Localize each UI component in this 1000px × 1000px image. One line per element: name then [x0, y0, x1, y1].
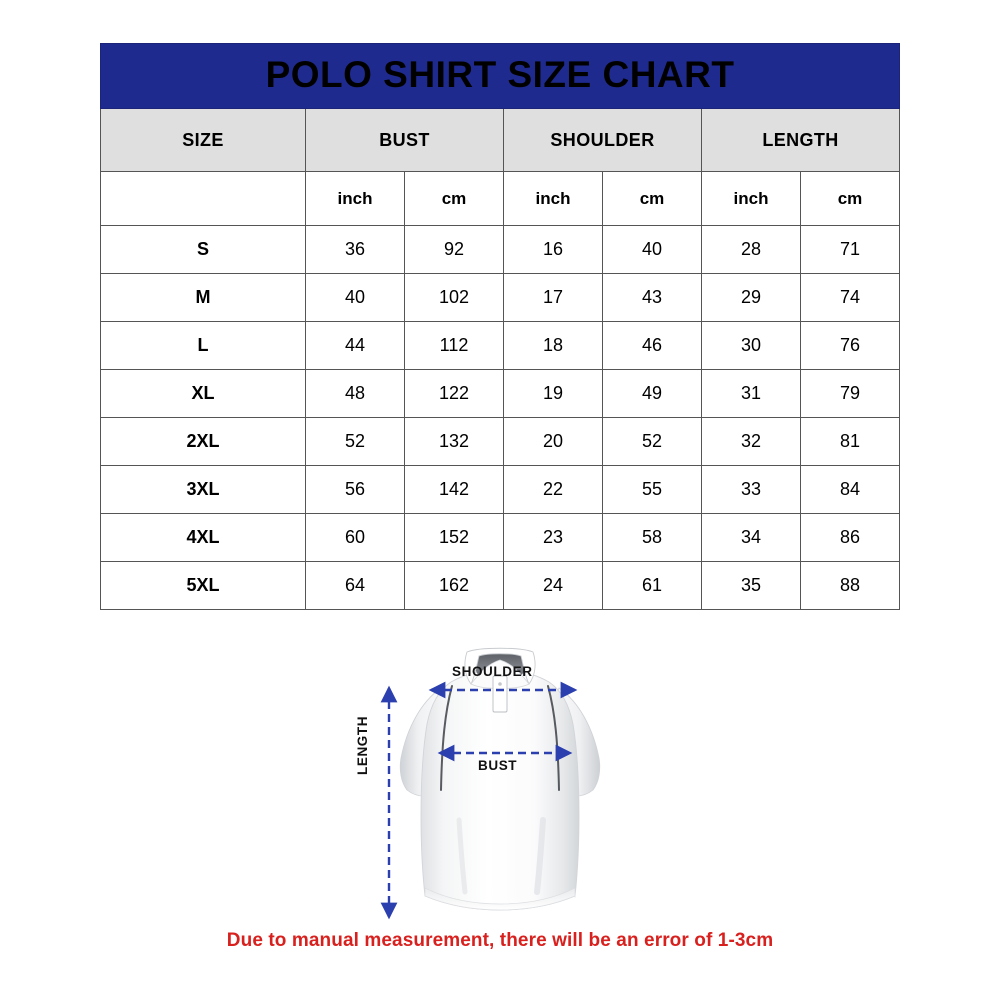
shoulder-label: SHOULDER: [452, 664, 533, 679]
cell-bust-cm: 162: [404, 561, 504, 610]
fabric-fold-right: [534, 817, 546, 895]
cell-shoulder-cm: 52: [602, 417, 702, 466]
size-chart-table: POLO SHIRT SIZE CHART SIZE BUST SHOULDER…: [99, 43, 901, 610]
cell-shoulder-inch: 20: [503, 417, 603, 466]
cell-bust-inch: 52: [305, 417, 405, 466]
cell-bust-cm: 152: [404, 513, 504, 562]
group-header-bust: BUST: [305, 108, 504, 172]
cell-bust-inch: 44: [305, 321, 405, 370]
cell-size: 3XL: [100, 465, 306, 514]
cell-size: XL: [100, 369, 306, 418]
cell-shoulder-inch: 22: [503, 465, 603, 514]
cell-length-cm: 88: [799, 561, 901, 610]
table-row: S 36 92 16 40 28 71: [100, 225, 901, 274]
cell-shoulder-cm: 61: [602, 561, 702, 610]
cell-bust-inch: 36: [305, 225, 405, 274]
cell-bust-cm: 92: [404, 225, 504, 274]
group-header-length: LENGTH: [700, 108, 901, 172]
cell-length-cm: 86: [799, 513, 901, 562]
cell-length-cm: 84: [799, 465, 901, 514]
unit-cell-length-inch: inch: [701, 171, 801, 226]
cell-shoulder-cm: 58: [602, 513, 702, 562]
cell-shoulder-inch: 19: [503, 369, 603, 418]
cell-bust-cm: 142: [404, 465, 504, 514]
table-row: XL 48 122 19 49 31 79: [100, 369, 901, 418]
cell-bust-cm: 122: [404, 369, 504, 418]
length-label: LENGTH: [355, 715, 370, 775]
cell-size: 5XL: [100, 561, 306, 610]
cell-shoulder-cm: 40: [602, 225, 702, 274]
cell-shoulder-cm: 43: [602, 273, 702, 322]
cell-length-cm: 74: [799, 273, 901, 322]
page-title: POLO SHIRT SIZE CHART: [99, 43, 901, 109]
unit-header-row: inch cm inch cm inch cm: [100, 171, 901, 226]
cell-bust-cm: 112: [404, 321, 504, 370]
fabric-fold-left: [456, 817, 468, 895]
cell-size: 4XL: [100, 513, 306, 562]
cell-size: L: [100, 321, 306, 370]
cell-length-cm: 79: [799, 369, 901, 418]
cell-length-cm: 71: [799, 225, 901, 274]
cell-length-inch: 29: [701, 273, 801, 322]
cell-length-inch: 33: [701, 465, 801, 514]
cell-size: S: [100, 225, 306, 274]
table-row: M 40 102 17 43 29 74: [100, 273, 901, 322]
unit-cell-blank: [100, 171, 306, 226]
cell-length-cm: 81: [799, 417, 901, 466]
unit-cell-shoulder-inch: inch: [503, 171, 603, 226]
table-row: 3XL 56 142 22 55 33 84: [100, 465, 901, 514]
group-header-shoulder: SHOULDER: [503, 108, 702, 172]
cell-length-inch: 30: [701, 321, 801, 370]
cell-length-cm: 76: [799, 321, 901, 370]
bust-label: BUST: [478, 758, 518, 773]
cell-length-inch: 31: [701, 369, 801, 418]
table-row: 2XL 52 132 20 52 32 81: [100, 417, 901, 466]
cell-bust-inch: 64: [305, 561, 405, 610]
group-header-row: SIZE BUST SHOULDER LENGTH: [100, 108, 901, 172]
cell-shoulder-inch: 24: [503, 561, 603, 610]
unit-cell-bust-cm: cm: [404, 171, 504, 226]
cell-shoulder-inch: 18: [503, 321, 603, 370]
polo-shirt-icon: [399, 647, 601, 911]
group-header-size: SIZE: [100, 108, 306, 172]
unit-cell-length-cm: cm: [799, 171, 901, 226]
cell-bust-cm: 132: [404, 417, 504, 466]
cell-bust-inch: 48: [305, 369, 405, 418]
shirt-hem: [424, 887, 576, 911]
cell-length-inch: 34: [701, 513, 801, 562]
cell-shoulder-cm: 46: [602, 321, 702, 370]
cell-shoulder-inch: 17: [503, 273, 603, 322]
cell-size: 2XL: [100, 417, 306, 466]
cell-length-inch: 32: [701, 417, 801, 466]
cell-shoulder-inch: 23: [503, 513, 603, 562]
cell-shoulder-cm: 49: [602, 369, 702, 418]
polo-shirt-diagram: [355, 630, 645, 930]
cell-length-inch: 35: [701, 561, 801, 610]
table-row: 4XL 60 152 23 58 34 86: [100, 513, 901, 562]
table-row: L 44 112 18 46 30 76: [100, 321, 901, 370]
placket-button: [498, 682, 502, 686]
cell-shoulder-cm: 55: [602, 465, 702, 514]
placket: [492, 675, 508, 713]
table-row: 5XL 64 162 24 61 35 88: [100, 561, 901, 610]
cell-bust-inch: 56: [305, 465, 405, 514]
measurement-disclaimer: Due to manual measurement, there will be…: [226, 930, 774, 951]
table-title-row: POLO SHIRT SIZE CHART: [99, 43, 901, 109]
cell-bust-cm: 102: [404, 273, 504, 322]
cell-bust-inch: 40: [305, 273, 405, 322]
unit-cell-bust-inch: inch: [305, 171, 405, 226]
cell-bust-inch: 60: [305, 513, 405, 562]
cell-length-inch: 28: [701, 225, 801, 274]
unit-cell-shoulder-cm: cm: [602, 171, 702, 226]
cell-size: M: [100, 273, 306, 322]
cell-shoulder-inch: 16: [503, 225, 603, 274]
